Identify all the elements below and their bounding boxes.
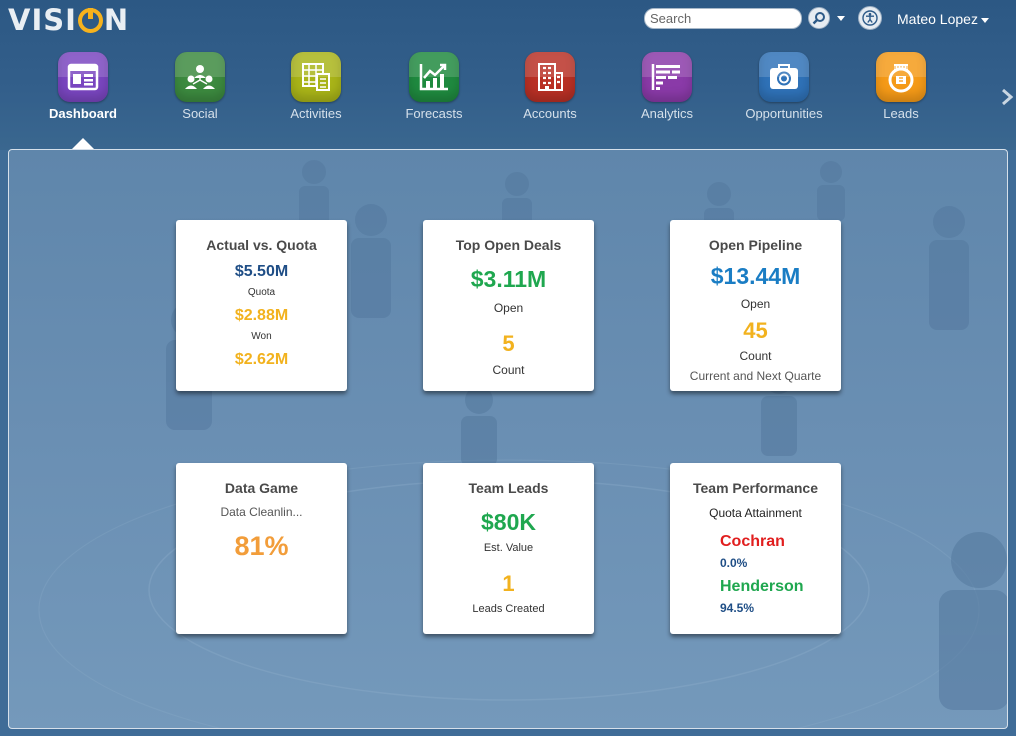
count-value: 45 [743,318,768,343]
nav-next-chevron-right-icon[interactable] [1000,88,1014,106]
nav-item-analytics[interactable]: Analytics [612,52,722,124]
member-value: 0.0% [720,556,748,570]
leads-created-value: 1 [502,571,515,596]
count-label: Count [739,349,772,363]
logo-o-icon [77,7,103,33]
open-value: $13.44M [710,263,801,289]
logo-text-right: N [103,3,130,37]
data-game-subtitle: Data Cleanlin... [220,505,303,519]
search-input[interactable] [644,8,802,29]
member-name: Cochran [720,533,785,550]
open-label: Open [493,301,524,315]
accounts-icon [525,52,575,102]
nav-item-activities[interactable]: Activities [261,52,371,124]
nav-label-opportunities: Opportunities [745,106,823,121]
active-tab-pointer [71,138,95,150]
open-label: Open [740,297,771,311]
nav-item-opportunities[interactable]: Opportunities [729,52,839,124]
nav-label-social: Social [182,106,218,121]
data-game-value: 81% [234,531,289,561]
nav-item-accounts[interactable]: Accounts [495,52,605,124]
open-value: $3.11M [470,266,547,292]
tile-title: Team Leads [468,480,549,496]
tile-top-open-deals[interactable]: Top Open Deals $3.11M Open 5 Count [423,220,594,391]
leads-icon [876,52,926,102]
user-chevron-down-icon [980,17,989,23]
remaining-value: $2.62M [234,351,289,368]
nav-label-activities: Activities [290,106,342,121]
count-label: Count [492,363,525,377]
search-button[interactable] [808,7,830,29]
team-performance-subtitle: Quota Attainment [709,506,802,520]
tile-data-game[interactable]: Data Game Data Cleanlin... 81% [176,463,347,634]
tile-title: Top Open Deals [455,237,562,253]
activities-icon [291,52,341,102]
member-name: Henderson [720,578,804,595]
tile-open-pipeline[interactable]: Open Pipeline $13.44M Open 45 Count Curr… [670,220,841,391]
won-value: $2.88M [234,307,289,324]
tile-title: Open Pipeline [708,237,803,253]
period-label: Current and Next Quarte [689,369,822,383]
user-menu[interactable]: Mateo Lopez [897,10,989,28]
search-icon [812,12,825,25]
user-name: Mateo Lopez [897,11,978,27]
tile-title: Team Performance [692,480,818,496]
tile-actual-vs-quota[interactable]: Actual vs. Quota $5.50M Quota $2.88M Won… [176,220,347,391]
quota-label: Quota [247,287,276,298]
nav-item-social[interactable]: Social [145,52,255,124]
nav-label-analytics: Analytics [640,106,694,121]
won-label: Won [251,331,272,342]
nav-item-dashboard[interactable]: Dashboard [28,52,138,124]
analytics-icon [642,52,692,102]
dashboard-icon [58,52,108,102]
tile-team-performance[interactable]: Team Performance Quota Attainment Cochra… [670,463,841,634]
tile-title: Actual vs. Quota [206,237,317,253]
opportunities-icon [759,52,809,102]
nav-label-accounts: Accounts [523,106,577,121]
top-bar [0,0,1016,150]
accessibility-icon [862,10,878,26]
tile-title: Data Game [224,480,299,496]
nav-item-forecasts[interactable]: Forecasts [379,52,489,124]
forecasts-icon [409,52,459,102]
quota-value: $5.50M [234,263,289,280]
leads-created-label: Leads Created [472,603,545,615]
search-options-chevron-down-icon[interactable] [837,16,845,21]
tile-team-leads[interactable]: Team Leads $80K Est. Value 1 Leads Creat… [423,463,594,634]
nav-label-dashboard: Dashboard [49,106,117,121]
dashboard-panel: Actual vs. Quota $5.50M Quota $2.88M Won… [8,149,1008,729]
member-value: 94.5% [720,601,755,615]
nav-label-leads: Leads [883,106,919,121]
logo-text-left: VISI [8,3,77,37]
main-nav: Dashboard Social Activities [0,52,1016,132]
count-value: 5 [502,331,515,356]
est-value-label: Est. Value [483,542,534,554]
social-icon [175,52,225,102]
performance-list: Cochran 0.0% Henderson 94.5% [720,533,804,615]
nav-item-leads[interactable]: Leads [846,52,956,124]
nav-label-forecasts: Forecasts [405,106,463,121]
est-value: $80K [481,509,536,535]
accessibility-button[interactable] [858,6,882,30]
vision-logo[interactable]: VISI N [8,3,130,37]
